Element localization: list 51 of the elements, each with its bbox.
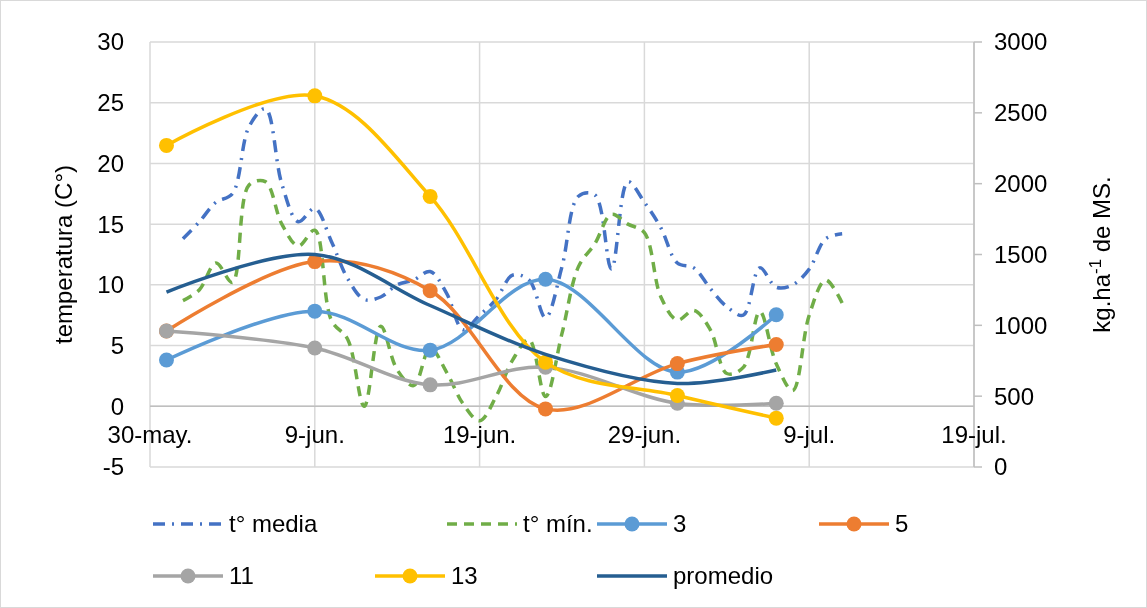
y2-tick-label: 500 [994, 382, 1035, 410]
y-tick-label: 5 [110, 331, 124, 359]
y2-tick-label: 0 [994, 453, 1008, 481]
x-tick-label: 9-jun. [284, 421, 345, 449]
point [422, 283, 438, 299]
legend-label: t° media [229, 510, 318, 538]
legend-label: 5 [895, 510, 909, 538]
y-tick-label: 25 [97, 89, 124, 117]
legend-label: promedio [673, 562, 774, 590]
point [307, 303, 323, 319]
x-tick-label: 29-jun. [607, 421, 682, 449]
point [768, 395, 784, 411]
point [768, 410, 784, 426]
line-series [181, 178, 844, 423]
point [422, 188, 438, 204]
y2-tick-label: 1500 [994, 240, 1048, 268]
line-series [164, 252, 778, 386]
point [307, 88, 323, 104]
point [768, 336, 784, 352]
x-tick-label: 9-jul. [783, 421, 836, 449]
point [669, 387, 685, 403]
point [538, 354, 554, 370]
x-tick-label: 19-jun. [442, 421, 517, 449]
y-tick-label: 15 [97, 210, 124, 238]
y-tick-label: 20 [97, 149, 124, 177]
x-tick-label: 19-jul. [941, 421, 1007, 449]
y-tick-label: 0 [110, 392, 124, 420]
point [422, 377, 438, 393]
y-axis-title: temperatura (C°) [50, 165, 77, 344]
y2-tick-label: 2500 [994, 99, 1048, 127]
line-series [181, 107, 844, 332]
point [669, 356, 685, 372]
point [307, 340, 323, 356]
y-tick-label: -5 [102, 453, 124, 481]
legend-label: 13 [451, 562, 478, 590]
y2-tick-label: 1000 [994, 311, 1048, 339]
x-tick-label: 30-may. [107, 421, 193, 449]
legend-label: 3 [673, 510, 687, 538]
point [307, 254, 323, 270]
legend-label: 11 [229, 562, 254, 590]
point [538, 401, 554, 417]
y2-tick-label: 3000 [994, 28, 1048, 56]
point [158, 352, 174, 368]
point [422, 342, 438, 358]
point [768, 307, 784, 323]
y-tick-label: 10 [97, 271, 124, 299]
point [158, 137, 174, 153]
point [538, 271, 554, 287]
legend-label: t° mín. [523, 510, 593, 538]
y-tick-label: 30 [97, 28, 124, 56]
y2-tick-label: 2000 [994, 170, 1048, 198]
